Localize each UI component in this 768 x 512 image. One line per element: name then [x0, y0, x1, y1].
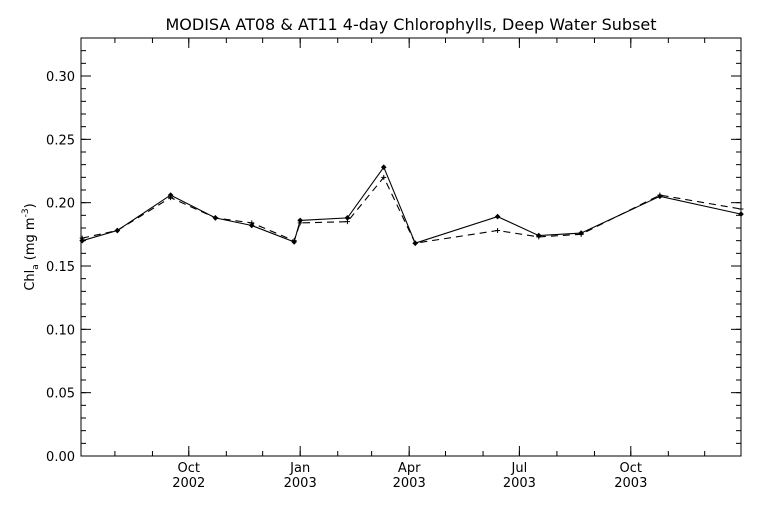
plot-frame: [80, 37, 742, 457]
y-axis-label-units: (mg m: [23, 217, 38, 260]
data-point-solid: [738, 211, 744, 217]
data-point-solid: [494, 213, 501, 220]
data-point-dashed: [168, 195, 174, 201]
data-point-dashed: [738, 206, 744, 212]
x-tick-label-year: 2003: [284, 476, 317, 491]
y-tick-label: 0.30: [46, 70, 75, 85]
x-tick-label-month: Apr: [398, 461, 421, 476]
data-point-dashed: [381, 174, 387, 180]
y-axis-label-exponent: -3: [21, 208, 31, 217]
y-axis-label: Chla (mg m-3): [21, 203, 41, 290]
y-tick-label: 0.20: [46, 197, 75, 212]
data-point-solid: [167, 192, 174, 198]
data-point-dashed: [536, 234, 542, 240]
data-point-dashed: [412, 240, 418, 246]
x-tick-label-month: Jan: [289, 461, 310, 476]
x-tick-label-year: 2003: [614, 476, 647, 491]
data-point-solid: [79, 237, 86, 244]
chart-title: MODISA AT08 & AT11 4-day Chlorophylls, D…: [165, 15, 656, 34]
y-axis-label-close: ): [23, 203, 38, 208]
y-tick-label: 0.25: [46, 133, 75, 148]
data-point-dashed: [114, 228, 120, 234]
y-tick-label: 0.15: [46, 260, 75, 275]
data-point-dashed: [297, 220, 303, 226]
data-point-dashed: [79, 235, 85, 241]
y-axis-label-main: Chl: [23, 270, 38, 291]
series-line-dashed: [82, 176, 742, 244]
data-point-solid: [297, 217, 304, 224]
data-point-dashed: [495, 228, 501, 234]
data-point-dashed: [212, 215, 218, 221]
x-tick-label-year: 2003: [503, 476, 536, 491]
data-point-solid: [344, 215, 351, 221]
x-tick-label-year: 2002: [172, 476, 205, 491]
data-point-dashed: [249, 220, 255, 226]
data-point-dashed: [344, 219, 350, 225]
y-axis: 0.00 0.05 0.10 0.15 0.20 0.25 0.30: [46, 37, 741, 465]
y-tick-label: 0.10: [46, 323, 75, 338]
y-tick-label: 0.05: [46, 387, 75, 402]
series-layer: [79, 164, 744, 247]
series-line-solid: [82, 166, 742, 244]
y-tick-label: 0.00: [46, 450, 75, 465]
y-axis-label-subscript: a: [31, 264, 41, 270]
data-point-dashed: [657, 192, 663, 198]
x-tick-label-year: 2003: [393, 476, 426, 491]
data-point-solid: [380, 164, 387, 171]
x-tick-label-month: Oct: [620, 461, 642, 476]
data-point-dashed: [578, 231, 584, 237]
x-tick-label-month: Oct: [178, 461, 200, 476]
data-point-dashed: [291, 238, 297, 244]
plot-area: [80, 37, 742, 457]
x-tick-label-month: Jul: [511, 461, 528, 476]
